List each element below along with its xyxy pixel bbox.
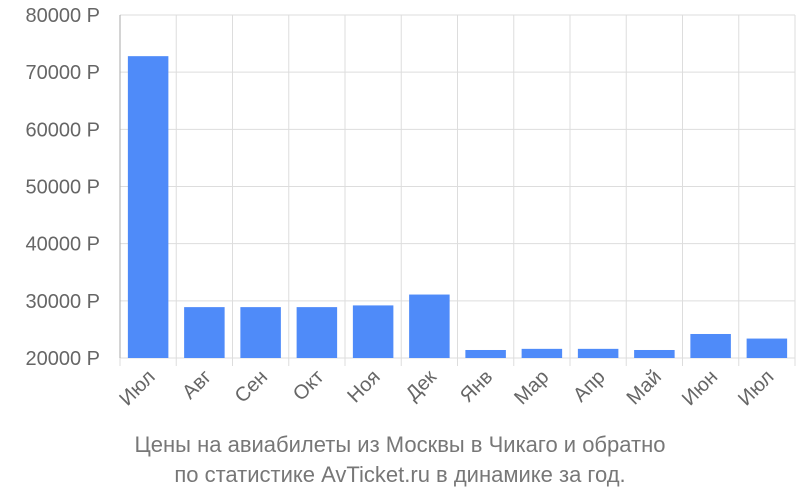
- bar: [184, 307, 225, 358]
- bar: [127, 56, 169, 358]
- chart-caption-line-1: Цены на авиабилеты из Москвы в Чикаго и …: [134, 432, 666, 457]
- y-tick-label: 50000 Р: [25, 177, 100, 199]
- x-tick-label: Авг: [178, 366, 216, 404]
- bar: [240, 307, 281, 358]
- y-tick-labels: 80000 Р 70000 Р 60000 Р 50000 Р 40000 Р 30000…: [25, 5, 100, 370]
- bar: [352, 305, 394, 358]
- x-tick-label: Янв: [456, 366, 497, 407]
- x-tick-label: Ноя: [343, 366, 384, 407]
- bar: [409, 294, 450, 358]
- x-tick-label: Окт: [289, 366, 328, 405]
- price-bar-chart: 80000 Р 70000 Р 60000 Р 50000 Р 40000 Р 30000…: [25, 5, 796, 410]
- x-tick-label: Июн: [678, 366, 722, 410]
- bar: [746, 338, 788, 358]
- y-tick-label: 80000 Р: [25, 5, 100, 27]
- x-tick-label: Дек: [402, 366, 441, 405]
- y-tick-label: 70000 Р: [25, 62, 100, 84]
- x-tick-label: Сен: [231, 366, 272, 407]
- bar: [296, 307, 338, 358]
- y-tick-label: 40000 Р: [25, 234, 100, 256]
- x-tick-label: Июл: [734, 366, 778, 410]
- y-tick-label: 30000 Р: [25, 291, 100, 313]
- bars: [127, 56, 788, 358]
- bar: [690, 333, 731, 358]
- y-tick-label: 60000 Р: [25, 119, 100, 141]
- bar: [465, 349, 506, 358]
- x-tick-label: Июл: [115, 366, 159, 410]
- x-tick-label: Мар: [510, 366, 553, 409]
- y-tick-label: 20000 Р: [25, 348, 100, 370]
- grid-lines: [119, 14, 796, 366]
- chart-caption-line-2: по статистике AvTicket.ru в динамике за …: [174, 462, 626, 487]
- x-tick-label: Май: [623, 366, 666, 409]
- x-tick-label: Апр: [569, 366, 610, 407]
- bar: [634, 349, 675, 358]
- bar: [521, 348, 563, 358]
- bar: [577, 348, 619, 358]
- x-tick-labels: Июл Авг Сен Окт Ноя Дек Янв Мар Апр Май Июн Июл: [115, 366, 778, 410]
